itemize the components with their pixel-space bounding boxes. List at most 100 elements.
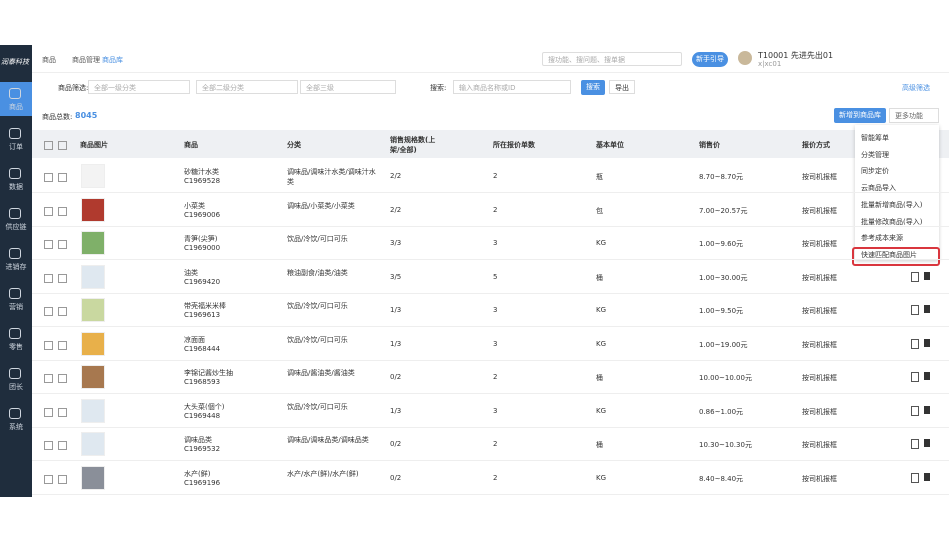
delete-icon[interactable]: [924, 439, 930, 447]
sidebar-icon: [9, 88, 21, 99]
expand-toggle[interactable]: [44, 340, 53, 350]
cell: 按司机报框: [802, 307, 837, 315]
expand-toggle[interactable]: [44, 173, 53, 182]
search-input[interactable]: 输入商品名称或ID: [453, 80, 571, 94]
breadcrumb-item[interactable]: 商品管理: [72, 56, 100, 64]
expand-toggle[interactable]: [44, 407, 53, 417]
cell: 2/2: [390, 172, 402, 180]
sidebar-item[interactable]: 营销: [9, 303, 23, 311]
delete-icon[interactable]: [924, 338, 930, 347]
product-code: C1969000: [184, 244, 221, 252]
menu-item[interactable]: 参考成本来源: [861, 234, 903, 243]
menu-item[interactable]: 批量修改商品(导入): [861, 217, 923, 226]
cell: 0/2: [390, 373, 402, 381]
cell: 0/2: [390, 440, 402, 448]
delete-icon[interactable]: [924, 372, 930, 380]
sidebar-item[interactable]: 数据: [9, 183, 23, 191]
cell: 2: [493, 373, 498, 381]
row-checkbox[interactable]: [58, 441, 67, 450]
row-checkbox[interactable]: [58, 340, 67, 350]
sidebar-item[interactable]: 订单: [9, 143, 23, 151]
expand-toggle[interactable]: [44, 474, 53, 484]
row-checkbox[interactable]: [58, 273, 67, 283]
sidebar-item[interactable]: 团长: [9, 383, 23, 391]
global-search[interactable]: 搜功能、搜问题、搜单据: [542, 52, 682, 66]
menu-item[interactable]: 快速匹配商品图片: [861, 250, 917, 259]
row-checkbox[interactable]: [58, 407, 67, 417]
edit-icon[interactable]: [911, 439, 919, 449]
product-code: C1969448: [184, 411, 221, 420]
sidebar: 润泰科技 商品 订单 数据 供应链 进销存 营销 零售 团长 系统: [0, 45, 32, 497]
cell: 按司机报框: [802, 474, 837, 483]
menu-item[interactable]: 分类管理: [861, 150, 889, 159]
row-divider: [32, 393, 949, 394]
edit-icon[interactable]: [911, 405, 919, 416]
row-divider: [32, 326, 949, 327]
cell: 按司机报框: [802, 273, 837, 282]
menu-item[interactable]: 同步定价: [861, 167, 889, 176]
edit-icon[interactable]: [911, 472, 919, 483]
row-checkbox[interactable]: [58, 206, 67, 216]
menu-item[interactable]: 云商品导入: [861, 184, 896, 193]
level1-select[interactable]: 全部一级分类: [88, 80, 190, 94]
cell: 8.70~8.70元: [699, 173, 744, 181]
cell: 1/3: [390, 339, 402, 348]
cell: 按司机报框: [802, 240, 837, 248]
breadcrumb-item[interactable]: 商品: [42, 56, 56, 64]
row-checkbox[interactable]: [58, 173, 67, 182]
expand-toggle[interactable]: [44, 240, 53, 249]
menu-item[interactable]: 智能筹单: [861, 134, 889, 142]
cell: 桶: [596, 273, 603, 282]
row-checkbox[interactable]: [58, 240, 67, 249]
level3-select[interactable]: 全部三级: [300, 80, 396, 94]
edit-icon[interactable]: [911, 372, 919, 382]
delete-icon[interactable]: [924, 405, 930, 414]
sidebar-item[interactable]: 进销存: [5, 263, 27, 271]
sidebar-item[interactable]: 系统: [9, 423, 23, 431]
sidebar-item[interactable]: 零售: [9, 343, 23, 351]
product-image: [81, 197, 105, 222]
header-checkbox: [58, 141, 67, 150]
top-bar: [32, 45, 949, 73]
sidebar-icon: [9, 368, 21, 379]
product-name: 小菜类: [184, 201, 205, 210]
row-divider: [32, 460, 949, 461]
expand-toggle[interactable]: [44, 441, 53, 450]
product-name: 带壳福米米棒: [184, 302, 226, 310]
edit-icon[interactable]: [911, 305, 919, 315]
delete-icon[interactable]: [924, 271, 930, 280]
guide-button[interactable]: 新手引导: [692, 52, 728, 67]
sidebar-icon: [9, 168, 21, 179]
level2-select[interactable]: 全部二级分类: [196, 80, 298, 94]
search-button[interactable]: 搜索: [581, 80, 605, 95]
expand-toggle[interactable]: [44, 374, 53, 383]
expand-toggle[interactable]: [44, 307, 53, 316]
product-name: 调味品类: [184, 436, 212, 444]
row-checkbox[interactable]: [58, 474, 67, 484]
export-button[interactable]: 导出: [609, 80, 635, 94]
sidebar-item[interactable]: 供应链: [5, 223, 27, 231]
row-checkbox[interactable]: [58, 307, 67, 316]
column-header: 报价方式: [802, 141, 830, 149]
delete-icon[interactable]: [924, 305, 930, 313]
edit-icon[interactable]: [911, 338, 919, 349]
delete-icon[interactable]: [924, 472, 930, 481]
expand-toggle[interactable]: [44, 206, 53, 216]
advanced-filter[interactable]: 高级筛选: [902, 84, 930, 92]
product-image: [81, 331, 105, 356]
column-header: 商品图片: [80, 141, 108, 149]
cell: KG: [596, 306, 607, 314]
edit-icon[interactable]: [911, 271, 919, 282]
add-button[interactable]: 新增到商品库: [834, 108, 886, 123]
highlight-box: [852, 246, 940, 266]
more-button[interactable]: 更多功能: [889, 108, 939, 123]
sidebar-item[interactable]: 商品: [9, 103, 23, 111]
row-checkbox[interactable]: [58, 374, 67, 383]
category: 粮油副食/油类/油类: [287, 268, 348, 277]
cell: 2/2: [390, 205, 402, 214]
menu-item[interactable]: 批量新增商品(导入): [861, 200, 923, 209]
expand-toggle[interactable]: [44, 273, 53, 283]
cell: KG: [596, 339, 607, 348]
product-name: 水产(鲜): [184, 469, 211, 478]
filter-label: 商品筛选:: [58, 84, 89, 92]
